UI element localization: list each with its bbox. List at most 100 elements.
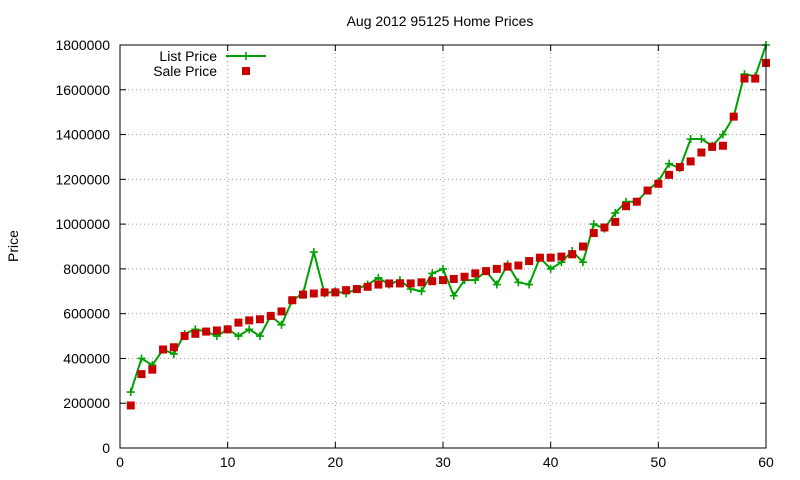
list-price-point xyxy=(492,280,501,289)
sale-price-point xyxy=(460,272,469,281)
sale-price-point xyxy=(622,202,631,211)
sale-price-point xyxy=(191,329,200,338)
sale-price-point xyxy=(180,332,189,341)
series-layer xyxy=(126,41,770,410)
sale-price-point xyxy=(159,345,168,354)
sale-price-point xyxy=(525,257,534,266)
y-tick-label: 1400000 xyxy=(55,127,110,143)
sale-price-point xyxy=(385,279,394,288)
sale-price-point xyxy=(255,315,264,324)
sale-price-point xyxy=(471,269,480,278)
sale-price-point xyxy=(277,307,286,316)
list-price-point xyxy=(126,388,135,397)
list-price-point xyxy=(374,273,383,282)
sale-price-point xyxy=(654,179,663,188)
sale-price-point xyxy=(439,276,447,285)
sale-price-point xyxy=(137,370,146,379)
sale-price-point xyxy=(234,318,243,327)
grid xyxy=(120,45,766,448)
y-tick-label: 1600000 xyxy=(55,82,110,98)
x-tick-label: 20 xyxy=(328,454,344,470)
list-price-point xyxy=(546,264,555,273)
sale-price-point xyxy=(729,112,738,121)
sale-price-point xyxy=(665,170,674,179)
legend-label-sale-price: Sale Price xyxy=(153,63,217,79)
sale-price-point xyxy=(492,264,501,273)
legend: List Price Sale Price xyxy=(153,48,266,79)
list-price-point xyxy=(718,130,727,139)
sale-price-point xyxy=(514,261,523,270)
list-price-point xyxy=(697,135,706,144)
chart-title: Aug 2012 95125 Home Prices xyxy=(347,13,534,29)
sale-price-point xyxy=(718,141,727,150)
sale-price-point xyxy=(449,274,458,283)
list-price-point xyxy=(255,332,264,341)
sale-price-point xyxy=(169,343,178,352)
sale-price-point xyxy=(632,197,641,206)
x-tick-label: 60 xyxy=(758,454,774,470)
list-price-point xyxy=(686,135,695,144)
y-tick-labels: 0 200000 400000 600000 800000 1000000 1200000 1… xyxy=(55,37,110,456)
sale-price-point xyxy=(568,250,577,259)
legend-marker-sale-price xyxy=(242,67,250,75)
list-price-point xyxy=(589,220,598,229)
sale-price-point xyxy=(482,267,491,276)
x-tick-label: 40 xyxy=(543,454,559,470)
sale-price-point xyxy=(600,223,609,232)
y-tick-label: 1200000 xyxy=(55,171,110,187)
sale-price-point xyxy=(288,296,297,305)
list-price-point xyxy=(449,291,458,300)
x-tick-labels: 0 10 20 30 40 50 60 xyxy=(116,454,774,470)
sale-price-point xyxy=(503,262,512,271)
sale-price-point xyxy=(406,279,415,288)
list-price-point xyxy=(234,332,243,341)
sale-price-point xyxy=(697,148,706,157)
sale-price-point xyxy=(428,277,437,286)
sale-price-point xyxy=(611,217,620,226)
list-price-point xyxy=(665,159,674,168)
legend-label-list-price: List Price xyxy=(159,48,217,64)
sale-price-point xyxy=(557,252,566,261)
y-tick-label: 200000 xyxy=(63,395,110,411)
x-tick-label: 10 xyxy=(220,454,236,470)
sale-price-point xyxy=(202,327,211,336)
list-price-point xyxy=(428,269,437,278)
sale-price-point xyxy=(266,311,275,320)
y-tick-label: 0 xyxy=(102,440,110,456)
sale-price-point xyxy=(342,286,351,295)
x-tick-label: 0 xyxy=(116,454,124,470)
sale-price-point xyxy=(578,242,587,251)
sale-price-point xyxy=(331,288,340,297)
sale-price-point xyxy=(535,253,544,262)
sale-price-point xyxy=(708,142,717,151)
list-price-point xyxy=(525,280,534,289)
sale-price-point xyxy=(751,74,760,83)
sale-price-point xyxy=(374,280,383,289)
y-tick-label: 1000000 xyxy=(55,216,110,232)
sale-price-point xyxy=(395,279,404,288)
y-tick-label: 600000 xyxy=(63,306,110,322)
x-tick-label: 50 xyxy=(651,454,667,470)
list-price-point xyxy=(514,278,523,287)
sale-price-point xyxy=(740,74,749,83)
y-tick-label: 800000 xyxy=(63,261,110,277)
list-price-point xyxy=(137,354,146,363)
sale-price-point xyxy=(212,326,221,335)
list-price-point xyxy=(471,276,480,285)
legend-plus-mark xyxy=(242,52,250,60)
sale-price-point xyxy=(223,325,232,334)
y-axis-title: Price xyxy=(5,230,21,262)
list-price-point xyxy=(611,208,620,217)
sale-price-point xyxy=(320,288,329,297)
sale-price-point xyxy=(417,278,426,287)
sale-price-point xyxy=(686,157,695,166)
y-tick-label: 400000 xyxy=(63,350,110,366)
sale-price-point xyxy=(309,289,318,298)
list-price-point xyxy=(277,320,286,329)
sale-price-point xyxy=(299,290,308,299)
sale-price-point xyxy=(363,282,372,291)
list-price-point xyxy=(169,349,178,358)
x-tick-label: 30 xyxy=(435,454,451,470)
